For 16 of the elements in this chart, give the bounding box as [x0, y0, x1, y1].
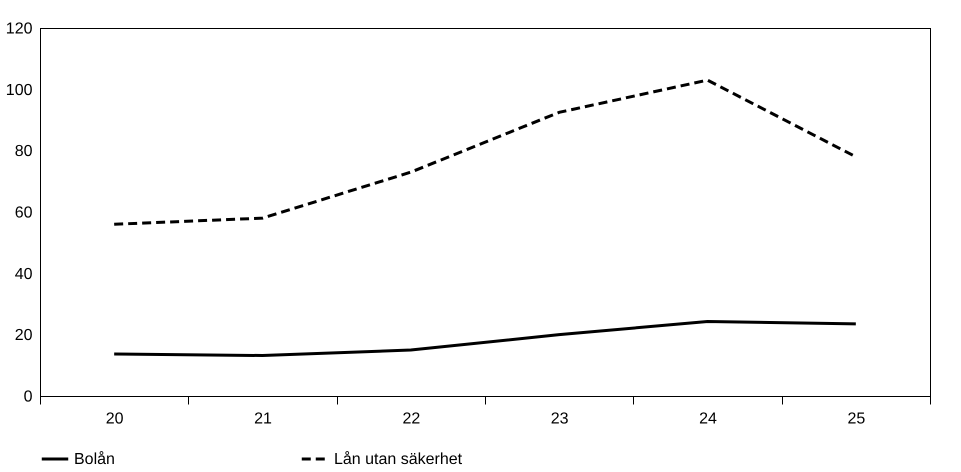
y-tick-label: 40: [14, 266, 33, 283]
legend-label: Lån utan säkerhet: [334, 451, 463, 468]
legend-label: Bolån: [74, 451, 115, 468]
x-tick-label: 23: [550, 410, 569, 428]
x-tick-label: 22: [402, 410, 420, 428]
y-tick-label: 120: [6, 20, 33, 38]
y-tick-label: 20: [14, 327, 33, 344]
x-tick-label: 25: [847, 410, 866, 428]
y-tick-label: 0: [24, 388, 33, 406]
x-tick-label: 24: [699, 410, 717, 428]
x-tick-label: 20: [106, 410, 124, 428]
y-tick-label: 60: [14, 204, 33, 222]
line-series: [112, 320, 858, 358]
y-tick-label: 80: [14, 143, 33, 160]
y-tick-label: 100: [6, 82, 33, 99]
x-tick-label: 21: [254, 410, 272, 428]
